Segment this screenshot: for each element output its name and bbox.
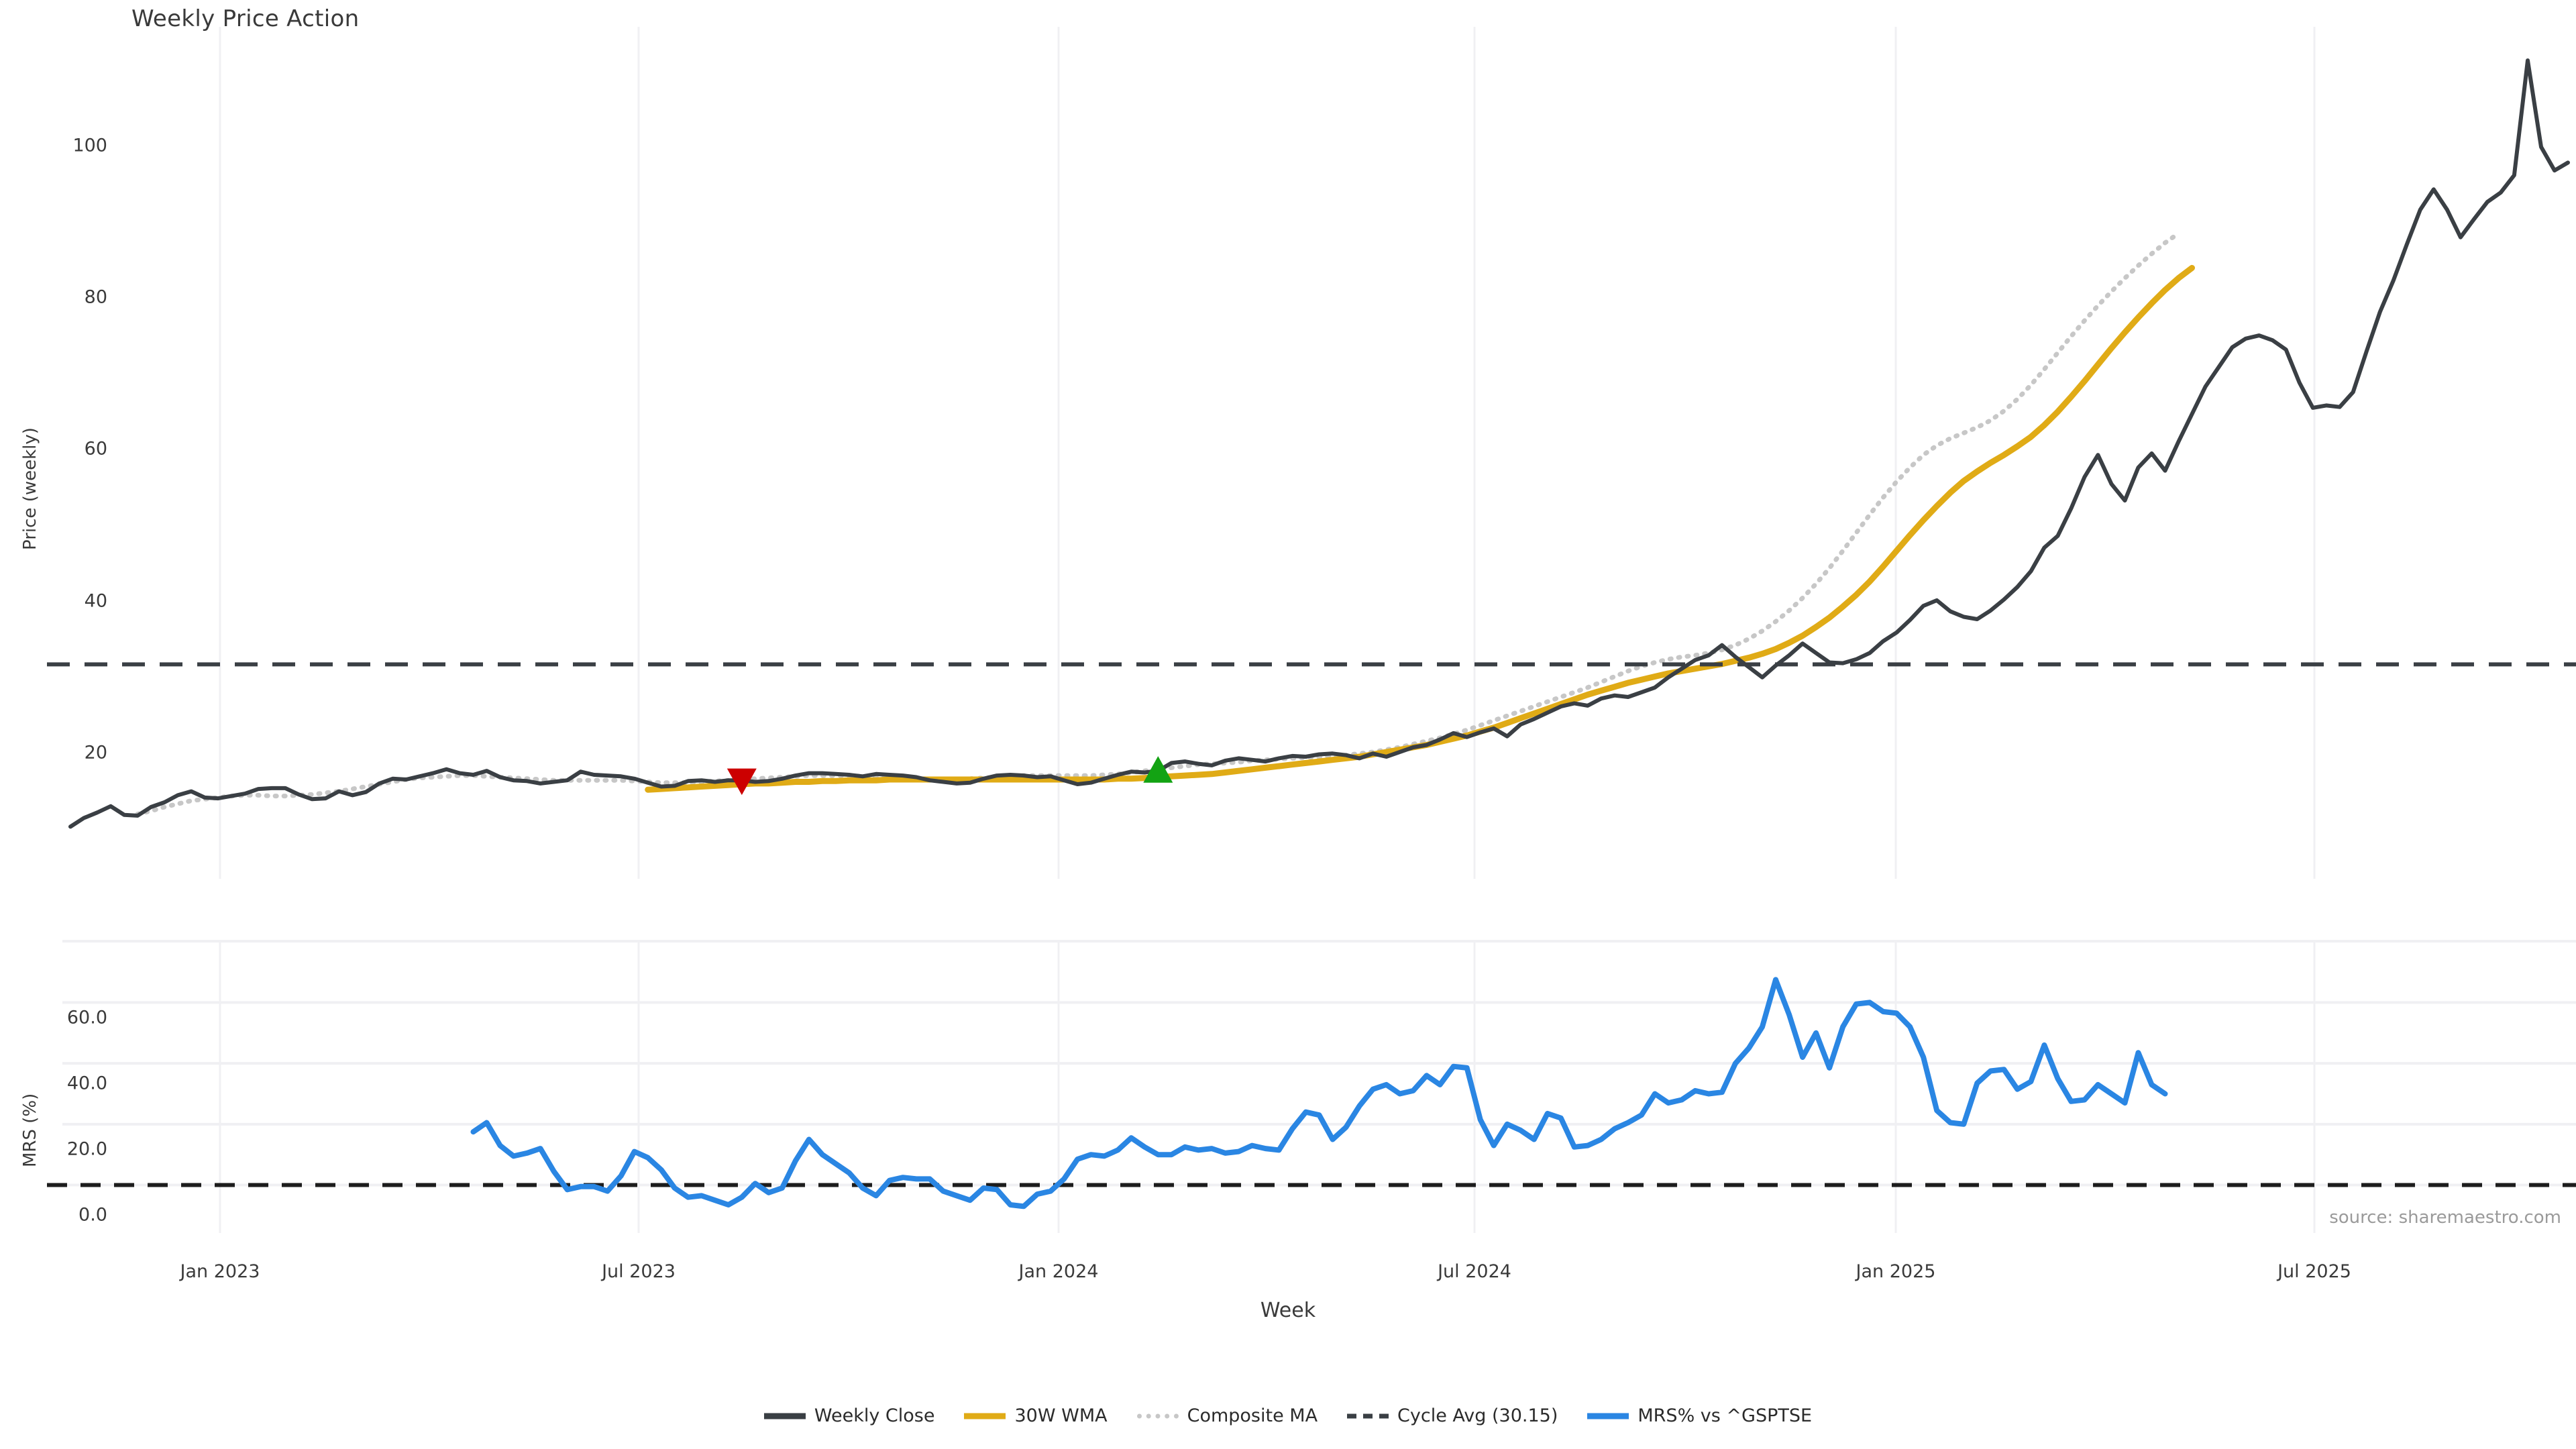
legend-label: Weekly Close <box>814 1405 935 1426</box>
mrs-ytick: 60.0 <box>66 1007 107 1028</box>
price-ytick: 20 <box>84 742 107 763</box>
price-ytick: 60 <box>84 438 107 460</box>
xtick-jul-2025: Jul 2025 <box>2277 1261 2351 1282</box>
xtick-jul-2024: Jul 2024 <box>1438 1261 1511 1282</box>
price-ytick: 40 <box>84 590 107 612</box>
xtick-jul-2023: Jul 2023 <box>602 1261 676 1282</box>
x-axis-label: Week <box>1260 1299 1316 1322</box>
legend-label: Cycle Avg (30.15) <box>1397 1405 1558 1426</box>
price-ytick: 80 <box>84 286 107 308</box>
legend-item-cycle-avg[interactable]: Cycle Avg (30.15) <box>1347 1405 1558 1426</box>
mrs-ytick: 40.0 <box>66 1073 107 1094</box>
xtick-jan-2023: Jan 2023 <box>180 1261 260 1282</box>
legend-label: Composite MA <box>1187 1405 1318 1426</box>
chart-legend: Weekly Close 30W WMA Composite MA Cycle … <box>0 1405 2576 1426</box>
chart-title: Weekly Price Action <box>131 5 360 32</box>
xtick-jan-2024: Jan 2024 <box>1018 1261 1099 1282</box>
xtick-jan-2025: Jan 2025 <box>1856 1261 1936 1282</box>
legend-label: MRS% vs ^GSPTSE <box>1638 1405 1813 1426</box>
legend-item-weekly-close[interactable]: Weekly Close <box>763 1405 935 1426</box>
mrs-ytick: 0.0 <box>78 1204 107 1226</box>
price-ytick: 100 <box>72 135 107 156</box>
legend-label: 30W WMA <box>1014 1405 1108 1426</box>
source-watermark: source: sharemaestro.com <box>2329 1208 2561 1228</box>
legend-item-30w-wma[interactable]: 30W WMA <box>964 1405 1108 1426</box>
legend-item-mrs[interactable]: MRS% vs ^GSPTSE <box>1587 1405 1812 1426</box>
mrs-ytick: 20.0 <box>66 1138 107 1160</box>
mrs-ytick-group: 60.0 40.0 20.0 0.0 <box>0 946 107 1241</box>
price-ytick-group: 100 80 60 40 20 <box>0 0 107 885</box>
legend-item-composite-ma[interactable]: Composite MA <box>1136 1405 1318 1426</box>
